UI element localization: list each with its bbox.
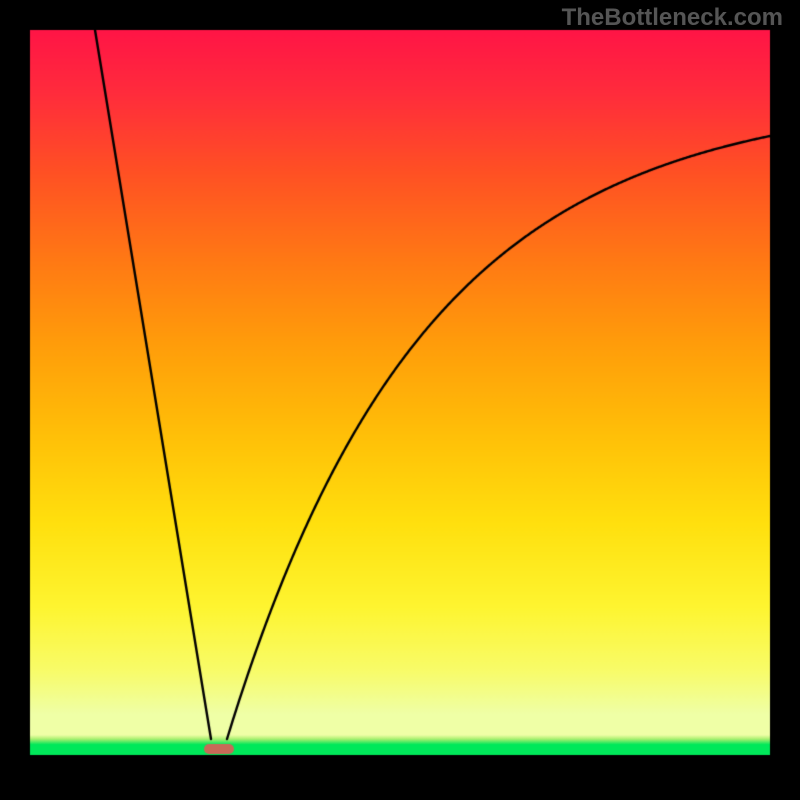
figure-root: TheBottleneck.com: [0, 0, 800, 800]
chart-canvas: [0, 0, 800, 800]
